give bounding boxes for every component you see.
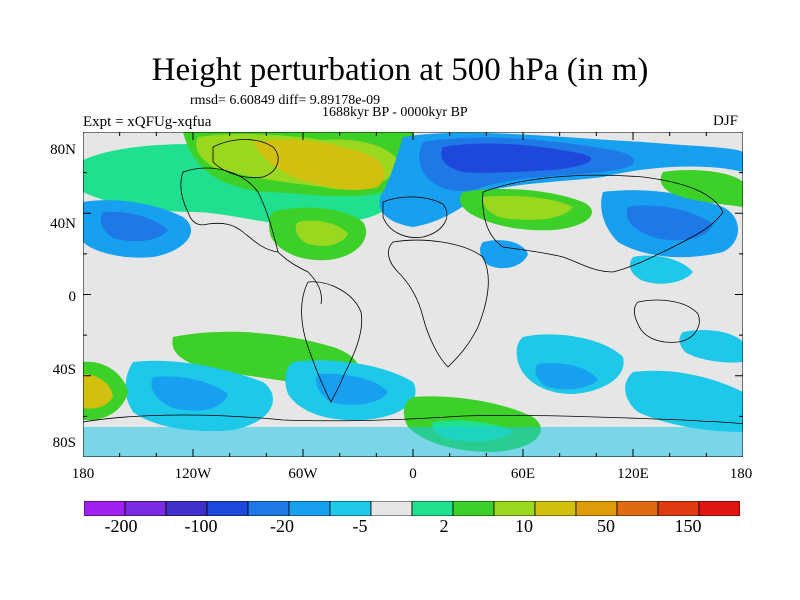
lon-tick-label: 120W xyxy=(174,466,212,482)
lat-tick-label: 40S xyxy=(52,362,76,378)
colorbar-label: -100 xyxy=(184,516,218,536)
antarctic-band xyxy=(83,427,743,457)
nw-pacific-high xyxy=(660,170,743,207)
south-west-pacific-low xyxy=(625,370,743,432)
australia-coast xyxy=(633,299,700,343)
north-pacific-low-core xyxy=(626,205,713,241)
south-pacific-low-core xyxy=(151,376,228,411)
lon-tick-label: 60W xyxy=(288,466,318,482)
colorbar-swatch xyxy=(288,501,331,516)
greenland-high-core xyxy=(253,139,385,190)
colorbar-swatch xyxy=(165,501,208,516)
coastlines xyxy=(83,139,743,425)
colorbar-swatch xyxy=(247,501,290,516)
colorbar-swatch xyxy=(206,501,249,516)
lat-tick-label: 80N xyxy=(50,142,76,158)
ne-pacific-low-core xyxy=(100,211,168,242)
colorbar xyxy=(84,501,740,516)
lon-tick-label: 180 xyxy=(71,466,95,482)
sh-anomalies xyxy=(83,330,743,457)
colorbar-swatch xyxy=(616,501,659,516)
colorbar-swatch xyxy=(698,501,740,516)
central-asia-high-core xyxy=(482,195,573,220)
europe-coast xyxy=(382,196,448,238)
asia-coast xyxy=(482,174,724,273)
colorbar-label: -5 xyxy=(352,516,368,536)
colorbar-label: 50 xyxy=(597,516,615,536)
axis-ticks xyxy=(83,132,743,457)
south-america-coast xyxy=(301,281,363,403)
season-label: DJF xyxy=(713,113,739,129)
colorbar-swatch xyxy=(329,501,372,516)
north-america-coast xyxy=(180,167,279,253)
west-pacific-low xyxy=(629,255,693,284)
africa-coast xyxy=(388,239,489,368)
colorbar-label: 10 xyxy=(515,516,533,536)
colorbar-swatch xyxy=(411,501,454,516)
colorbar-label: -200 xyxy=(104,516,138,536)
colorbar-swatch xyxy=(575,501,618,516)
colorbar-swatch xyxy=(370,501,413,516)
south-atlantic-low-core xyxy=(316,373,388,405)
period-text: 1688kyr BP - 0000kyr BP xyxy=(322,105,468,120)
south-west-pacific-low-2 xyxy=(679,330,743,363)
colorbar-swatch xyxy=(452,501,495,516)
lon-tick-label: 0 xyxy=(409,466,417,482)
eurasia-low-center xyxy=(441,143,592,173)
greenland-coast xyxy=(212,139,279,179)
arabia-low xyxy=(480,240,528,269)
plot-title: Height perturbation at 500 hPa (in m) xyxy=(151,52,649,88)
stats-text: rmsd= 6.60849 diff= 9.89178e-09 xyxy=(190,93,381,108)
colorbar-swatch xyxy=(124,501,167,516)
lat-tick-label: 0 xyxy=(68,289,77,305)
colorbar-swatch xyxy=(84,501,126,516)
colorbar-swatch xyxy=(657,501,700,516)
lat-tick-label: 40N xyxy=(50,216,76,232)
colorbar-label: 150 xyxy=(674,516,702,536)
colorbar-swatch xyxy=(493,501,536,516)
dateline-high-core xyxy=(83,374,113,409)
lat-tick-label: 80S xyxy=(52,435,76,451)
atlantic-high-core xyxy=(295,220,348,246)
colorbar-label: -20 xyxy=(270,516,294,536)
antarctica-coast xyxy=(83,414,743,425)
contour-map xyxy=(83,132,743,457)
indian-ocean-low-core xyxy=(535,362,598,390)
lon-tick-label: 120E xyxy=(617,466,649,482)
colorbar-label: 2 xyxy=(439,516,449,536)
lon-tick-label: 180 xyxy=(729,466,753,482)
nh-anomalies xyxy=(83,132,743,284)
lon-tick-label: 60E xyxy=(510,466,536,482)
central-america-coast xyxy=(277,251,322,305)
colorbar-swatch xyxy=(534,501,577,516)
experiment-label: Expt = xQFUg-xqfua xyxy=(83,114,212,130)
